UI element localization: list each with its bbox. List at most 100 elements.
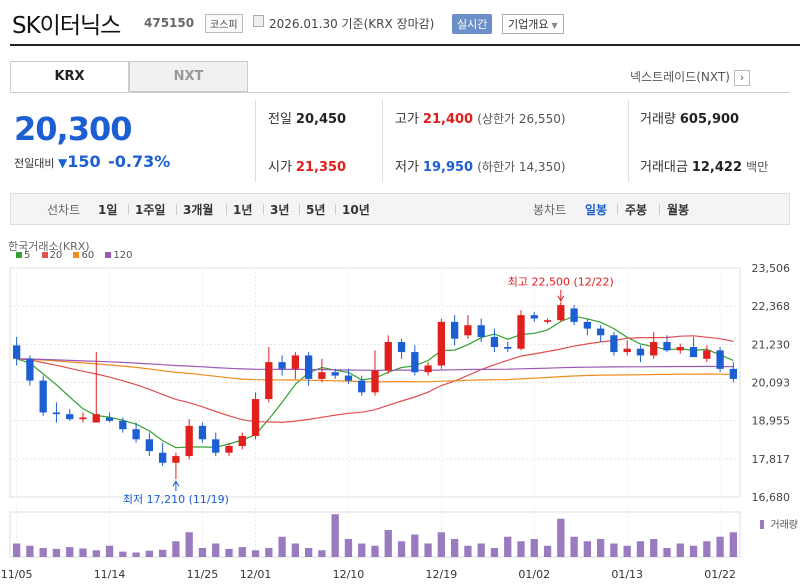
candle-body — [490, 336, 499, 348]
tab-krx[interactable]: KRX — [10, 61, 129, 92]
candle-body — [570, 308, 578, 322]
volume-bar — [92, 550, 100, 557]
volume-bar — [358, 543, 366, 557]
change-amount: 150 — [67, 152, 101, 171]
chart-market-title: 한국거래소(KRX) — [8, 240, 90, 253]
candle-body — [477, 325, 485, 337]
y-tick-label: 20,093 — [752, 377, 791, 390]
x-tick-label: 12/19 — [426, 568, 458, 581]
candle-body — [132, 429, 140, 440]
period-3y[interactable]: 3년 — [270, 203, 290, 217]
volume-bar — [450, 539, 459, 557]
stat-low: 저가 19,950 (하한가 14,350) — [395, 156, 566, 175]
volume-bar — [490, 548, 499, 557]
volume-bar — [39, 548, 47, 557]
current-price: 20,300 — [14, 110, 132, 148]
divider — [299, 204, 300, 215]
volume-bar — [411, 534, 419, 557]
divider — [226, 204, 227, 215]
period-daily[interactable]: 일봉 — [585, 203, 608, 217]
candle-body — [119, 420, 127, 430]
change-percent: -0.73% — [108, 152, 171, 171]
candle-body — [636, 348, 645, 356]
period-10y[interactable]: 10년 — [342, 203, 370, 217]
volume-bar — [344, 539, 353, 557]
legend-ma20: 20 — [41, 250, 62, 261]
nextrade-link[interactable]: 넥스트레이드(NXT) › — [630, 68, 750, 86]
period-weekly[interactable]: 주봉 — [625, 203, 648, 217]
nextrade-link-label: 넥스트레이드(NXT) — [630, 70, 730, 84]
high-annotation: 최고 22,500 (12/22) — [508, 276, 614, 289]
candle-body — [716, 350, 724, 369]
candle-body — [212, 439, 220, 453]
stat-label: 전일 — [268, 112, 292, 127]
tab-nxt[interactable]: NXT — [129, 61, 248, 92]
company-overview-label: 기업개요 — [508, 18, 549, 31]
x-tick-label: 12/01 — [240, 568, 272, 581]
candle-body — [371, 370, 379, 393]
stat-value: 20,450 — [295, 112, 347, 127]
volume-bar — [716, 536, 724, 557]
candle-body — [198, 425, 207, 440]
lower-limit: (하한가 14,350) — [477, 160, 566, 174]
candle-chart-label: 봉차트 — [533, 203, 567, 217]
stat-label: 고가 — [395, 112, 419, 127]
volume-label: 거래량 — [770, 519, 798, 531]
period-1d[interactable]: 1일 — [98, 203, 118, 217]
realtime-button[interactable]: 실시간 — [452, 14, 493, 34]
volume-bar — [158, 549, 167, 557]
divider — [617, 204, 618, 215]
legend-ma5: 5 — [16, 250, 30, 261]
candle-body — [663, 342, 671, 351]
period-5y[interactable]: 5년 — [306, 203, 326, 217]
low-arrow-head — [172, 480, 180, 487]
volume-bar — [729, 532, 738, 557]
volume-bar — [12, 543, 21, 557]
volume-bar — [238, 547, 246, 557]
company-overview-dropdown[interactable]: 기업개요 ▼ — [502, 14, 564, 34]
divider — [176, 204, 177, 215]
period-monthly[interactable]: 월봉 — [667, 203, 690, 217]
period-1w[interactable]: 1주일 — [135, 203, 166, 217]
stat-label: 저가 — [395, 160, 419, 175]
legend-ma120: 120 — [105, 250, 133, 261]
candle-body — [583, 321, 592, 329]
candle-body — [79, 417, 87, 420]
candle-body — [623, 348, 631, 353]
line-chart-label: 선차트 — [47, 203, 81, 217]
candle-body — [384, 342, 392, 371]
candle-body — [464, 325, 472, 336]
volume-bar — [663, 548, 671, 557]
stat-high: 고가 21,400 (상한가 26,550) — [395, 108, 566, 127]
candle-body — [172, 456, 180, 463]
y-tick-label: 16,680 — [752, 491, 791, 504]
market-badge: 코스피 — [205, 14, 243, 33]
candle-body — [610, 335, 618, 353]
divider — [628, 100, 629, 182]
stat-value: 21,350 — [295, 160, 347, 175]
change-label: 전일대비 — [14, 157, 55, 170]
candle-body — [105, 417, 114, 421]
candle-body — [304, 355, 313, 379]
price-change: 전일대비 ▼150 -0.73% — [14, 152, 170, 171]
candle-body — [291, 355, 300, 369]
upper-limit: (상한가 26,550) — [477, 112, 566, 126]
x-tick-label: 01/02 — [518, 568, 550, 581]
period-1y[interactable]: 1년 — [233, 203, 253, 217]
volume-bar — [384, 530, 392, 557]
volume-bar — [530, 539, 538, 557]
volume-legend-swatch — [760, 520, 764, 529]
volume-bar — [304, 548, 313, 557]
calendar-icon — [253, 15, 264, 27]
low-annotation: 최저 17,210 (11/19) — [123, 493, 229, 506]
volume-bar — [464, 545, 472, 557]
candlestick-chart[interactable]: 23,506 22,368 21,230 20,093 18,955 17,817 16,6… — [0, 232, 800, 585]
volume-bar — [583, 541, 592, 557]
period-3m[interactable]: 3개월 — [183, 203, 214, 217]
volume-bar — [650, 539, 658, 557]
candle-body — [66, 414, 74, 420]
period-bar: 선차트 1일 1주일 3개월 1년 3년 5년 10년 봉차트 일봉 주봉 월봉 — [10, 193, 790, 225]
volume-bar — [105, 545, 114, 557]
candle-body — [596, 328, 605, 336]
candle-body — [689, 347, 698, 358]
